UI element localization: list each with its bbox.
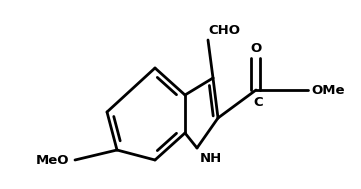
Text: CHO: CHO	[208, 25, 240, 37]
Text: NH: NH	[200, 152, 222, 164]
Text: C: C	[253, 95, 263, 108]
Text: MeO: MeO	[36, 153, 70, 167]
Text: OMe: OMe	[311, 84, 345, 97]
Text: O: O	[251, 43, 262, 56]
